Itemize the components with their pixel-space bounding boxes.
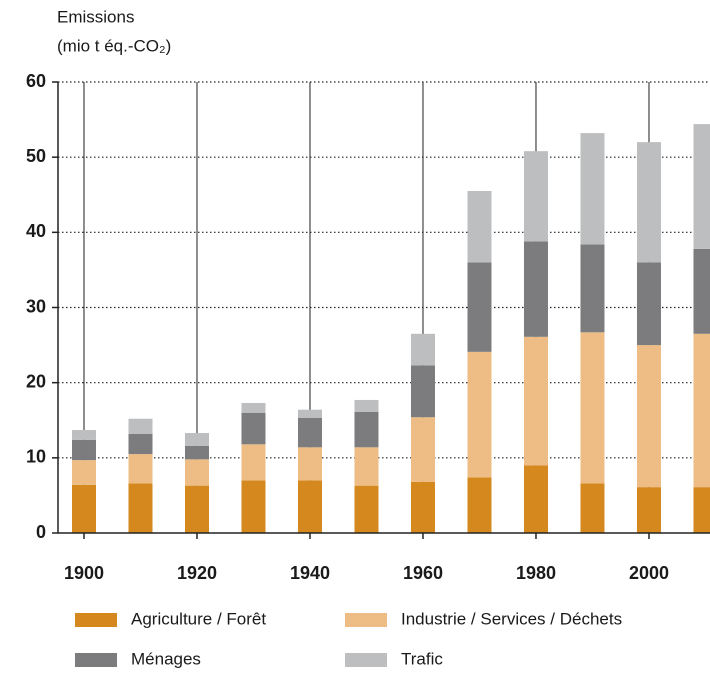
bar-segment: [71, 484, 96, 533]
bar-segment: [297, 480, 322, 533]
bar-segment: [128, 433, 153, 455]
bar-segment: [523, 151, 548, 242]
x-tick-label: 1920: [177, 563, 217, 583]
y-tick-label: 50: [26, 146, 46, 166]
x-tick-label: 1960: [403, 563, 443, 583]
bar-segment: [297, 447, 322, 481]
legend-swatch: [345, 613, 387, 627]
bar-segment: [71, 439, 96, 461]
y-axis-label: Emissions: [57, 7, 134, 26]
bar-segment: [636, 262, 661, 346]
bar-segment: [71, 460, 96, 485]
bar-segment: [128, 418, 153, 434]
bar-segment: [410, 481, 435, 533]
bar-segment: [241, 444, 266, 481]
bar-segment: [580, 483, 605, 533]
bar-segment: [636, 142, 661, 263]
y-tick-label: 40: [26, 221, 46, 241]
bar-segment: [241, 480, 266, 533]
bar-segment: [354, 447, 379, 486]
legend-swatch: [75, 613, 117, 627]
bar-segment: [580, 133, 605, 245]
y-tick-label: 10: [26, 447, 46, 467]
y-axis-unit: (mio t éq.-CO₂): [57, 36, 171, 55]
bar-segment: [693, 248, 710, 334]
bar-segment: [580, 332, 605, 484]
bars: [71, 124, 710, 533]
x-tick-label: 1900: [64, 563, 104, 583]
bar-segment: [636, 487, 661, 533]
y-tick-label: 60: [26, 71, 46, 91]
bar-segment: [354, 411, 379, 448]
bar-segment: [184, 433, 209, 446]
bar-segment: [354, 485, 379, 533]
bar-segment: [467, 262, 492, 352]
bar-segment: [523, 336, 548, 466]
bar-segment: [354, 399, 379, 412]
y-tick-label: 30: [26, 296, 46, 316]
bar-segment: [636, 345, 661, 488]
legend-label: Agriculture / Forêt: [131, 609, 266, 628]
x-tick-label: 1940: [290, 563, 330, 583]
y-tick-label: 20: [26, 371, 46, 391]
bar-segment: [184, 485, 209, 533]
bar-segment: [693, 333, 710, 488]
bar-segment: [410, 417, 435, 482]
bar-segment: [297, 417, 322, 448]
bar-segment: [410, 333, 435, 366]
legend-swatch: [345, 653, 387, 667]
bar-segment: [241, 402, 266, 413]
bar-segment: [128, 454, 153, 484]
bar-segment: [184, 445, 209, 460]
bar-segment: [467, 190, 492, 263]
bar-segment: [693, 487, 710, 533]
bar-segment: [128, 483, 153, 533]
legend-label: Industrie / Services / Déchets: [401, 609, 622, 628]
bar-segment: [241, 412, 266, 445]
bar-segment: [580, 244, 605, 333]
bar-segment: [297, 409, 322, 418]
legend-swatch: [75, 653, 117, 667]
legend-label: Trafic: [401, 649, 443, 668]
bar-segment: [71, 430, 96, 440]
x-tick-label: 2000: [629, 563, 669, 583]
bar-segment: [467, 477, 492, 533]
bar-segment: [523, 465, 548, 533]
y-tick-label: 0: [36, 522, 46, 542]
legend-label: Ménages: [131, 649, 201, 668]
bar-segment: [184, 459, 209, 486]
bar-segment: [467, 351, 492, 478]
bar-segment: [523, 241, 548, 337]
bar-segment: [410, 365, 435, 418]
bar-segment: [693, 124, 710, 249]
x-tick-label: 1980: [516, 563, 556, 583]
